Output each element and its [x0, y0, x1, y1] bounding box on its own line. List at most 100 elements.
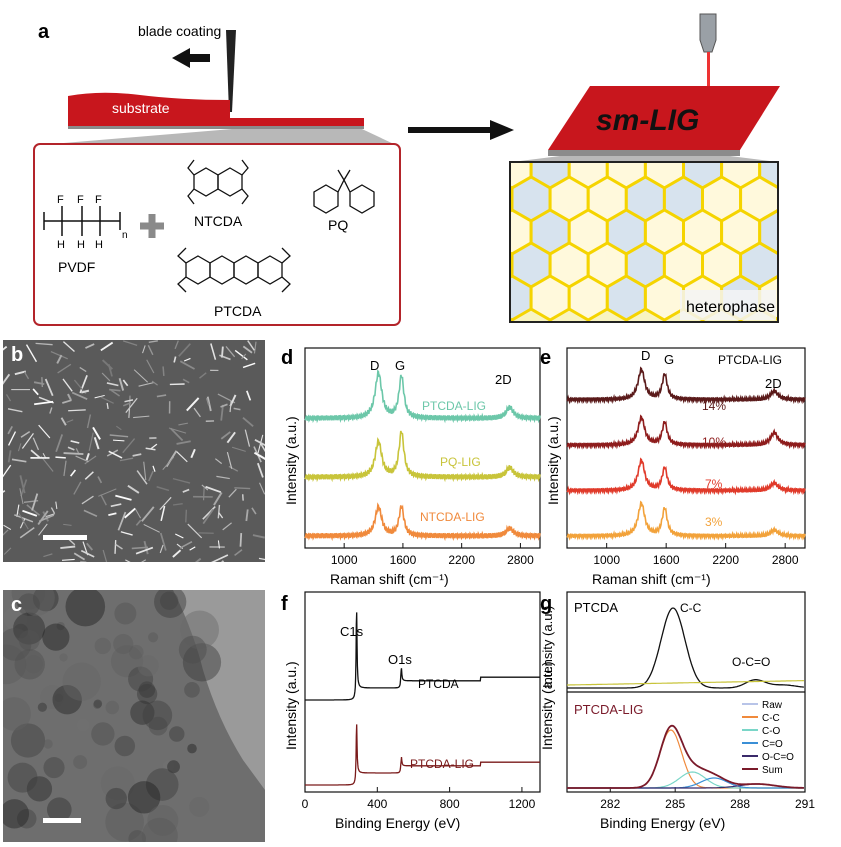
- sem-flake: [216, 475, 230, 480]
- plus-icon: [140, 214, 164, 238]
- sem-flake: [176, 440, 191, 445]
- sem-flake: [100, 494, 107, 506]
- sem-flake: [141, 506, 155, 522]
- sem-flake: [142, 345, 146, 354]
- x-tick-label: 2800: [772, 553, 799, 567]
- blade-icon: [226, 30, 236, 112]
- sem-flake: [68, 409, 86, 412]
- legend-entry: O-C=O: [762, 752, 794, 763]
- sem-flake: [32, 437, 40, 451]
- tem-particle: [180, 610, 219, 650]
- panel-letter-g: g: [540, 593, 552, 615]
- x-tick-label: 282: [600, 797, 620, 811]
- tem-particle: [13, 612, 46, 645]
- sem-flake: [79, 366, 87, 373]
- panel-letter-d: d: [281, 347, 293, 369]
- sem-flake: [114, 540, 117, 554]
- left-arrow-icon: [172, 48, 210, 68]
- sem-flake: [50, 507, 55, 514]
- sem-flake: [159, 532, 167, 551]
- tem-particle: [11, 590, 46, 610]
- tem-particle: [162, 760, 175, 772]
- sem-flake: [109, 434, 129, 438]
- tem-particle: [3, 644, 27, 685]
- sem-flake: [127, 484, 140, 494]
- sem-flake: [253, 341, 257, 354]
- sem-flake: [55, 501, 58, 510]
- x-tick-label: 285: [665, 797, 685, 811]
- tem-particle: [13, 623, 29, 639]
- sem-flake: [37, 510, 49, 526]
- sem-flake: [81, 389, 90, 394]
- legend-entry: Sum: [762, 765, 783, 776]
- sem-flake: [30, 449, 41, 459]
- tem-particle: [94, 637, 112, 655]
- sem-flake: [199, 372, 207, 379]
- sem-flake: [220, 403, 228, 408]
- sem-flake: [257, 434, 264, 454]
- sem-flake: [217, 504, 221, 519]
- sem-flake: [259, 482, 265, 495]
- sem-flake: [110, 503, 122, 508]
- tem-particle: [137, 655, 159, 677]
- sem-flake: [19, 488, 24, 505]
- tem-particle: [3, 627, 32, 661]
- sem-flake: [257, 462, 264, 478]
- tem-particle: [18, 590, 55, 616]
- x-tick-label: 0: [302, 797, 309, 811]
- series-line: [305, 612, 540, 701]
- sem-flake: [108, 450, 123, 459]
- h-atom-label: H: [95, 239, 103, 251]
- sem-flake: [254, 439, 265, 447]
- x-tick-label: 291: [795, 797, 815, 811]
- sem-flake: [242, 345, 253, 354]
- sem-flake: [100, 396, 114, 404]
- sem-flake: [70, 440, 80, 444]
- tem-particle: [148, 716, 168, 736]
- sem-flake: [33, 381, 45, 386]
- tem-image: c: [3, 590, 265, 842]
- sem-flake: [42, 511, 50, 522]
- sem-flake: [73, 552, 86, 561]
- sem-flake: [101, 359, 113, 370]
- f-atom-label: F: [57, 194, 64, 206]
- sem-flake: [122, 379, 129, 387]
- sem-flake: [234, 349, 248, 361]
- sem-flake: [3, 524, 12, 530]
- tem-texture: [3, 590, 265, 842]
- tem-particle: [93, 700, 102, 709]
- sem-flake: [3, 490, 6, 493]
- sem-flake: [147, 345, 154, 356]
- sem-flake: [228, 488, 237, 498]
- tem-sample-region: [3, 590, 265, 842]
- sem-flake: [228, 465, 239, 472]
- sem-flake: [43, 553, 53, 558]
- sem-flake: [173, 356, 177, 363]
- pvdf-subscript: n: [122, 230, 128, 241]
- sem-flake: [125, 559, 131, 562]
- x-tick-label: 2200: [448, 553, 475, 567]
- xps-c1s-chart: 282 285 288 291 PTCDA PTCDA-LIG C-C O-C=O R…: [539, 591, 815, 831]
- raman-chart-d: 1000 1600 2200 2800 D G 2D PTCDA-LIG PQ-LIG…: [283, 347, 541, 587]
- sem-flake: [159, 544, 164, 554]
- ntcda-structure: [187, 159, 249, 205]
- tem-particle: [128, 644, 144, 660]
- tem-particle: [187, 743, 197, 754]
- sem-flake: [135, 509, 142, 519]
- sem-flake: [234, 549, 243, 557]
- sem-flake: [133, 415, 150, 419]
- tem-particle: [10, 723, 46, 758]
- peak-label-c1s: C1s: [340, 624, 364, 639]
- sem-flake: [143, 523, 160, 533]
- sem-flake: [73, 481, 82, 495]
- sem-flake: [125, 397, 138, 414]
- right-arrow-icon: [408, 120, 514, 140]
- tem-particle: [128, 830, 147, 842]
- sem-flake: [17, 443, 22, 452]
- sem-flake: [172, 502, 183, 506]
- f-atom-label: F: [95, 194, 102, 206]
- sem-flake: [85, 452, 90, 461]
- y-axis-label: Intensity (a.u.): [545, 416, 561, 505]
- sem-flake: [118, 377, 125, 391]
- sem-flake: [55, 456, 66, 459]
